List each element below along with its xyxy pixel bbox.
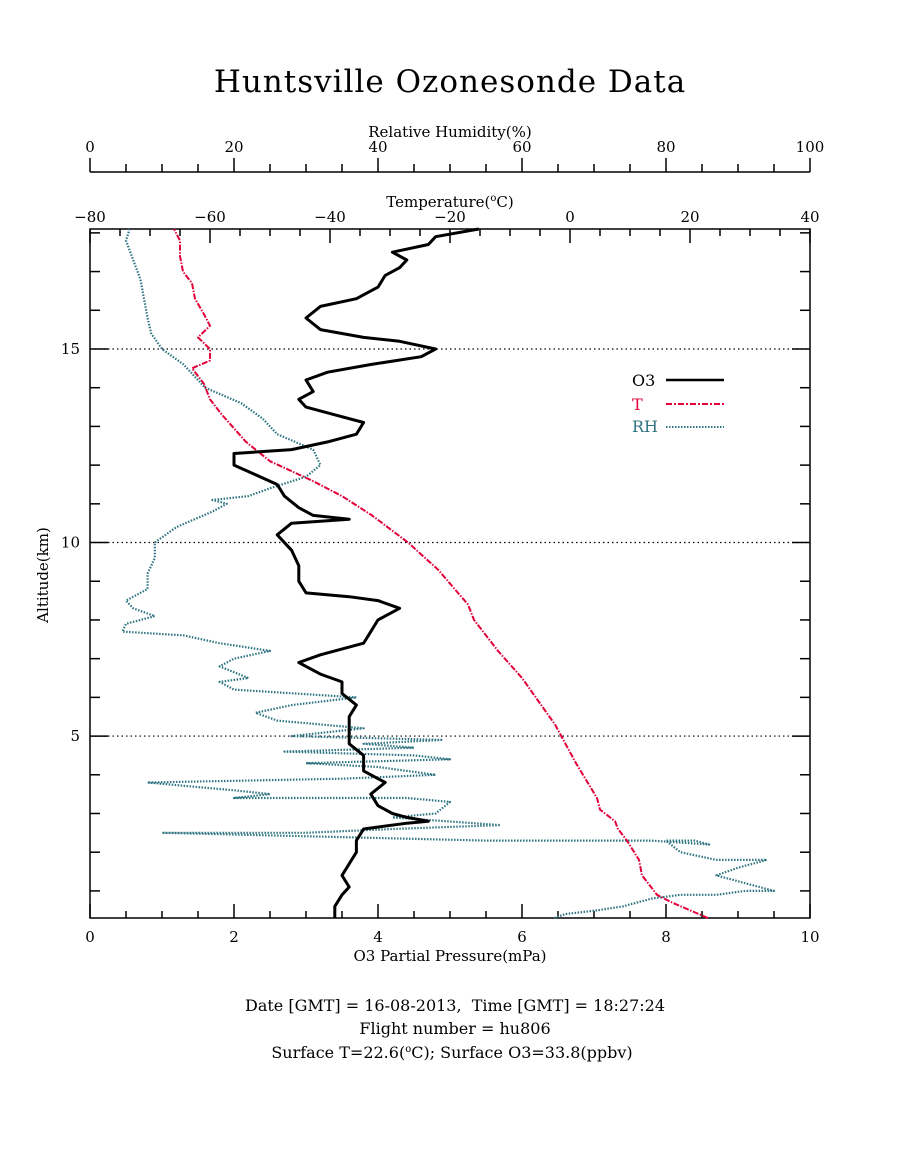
series-line-o3 <box>232 227 480 918</box>
altitude-tick-label: 10 <box>61 534 80 552</box>
rh-axis: Relative Humidity(%) 0 20 40 60 80 100 <box>85 123 825 173</box>
temperature-axis-label: Temperature(oC) <box>386 193 514 211</box>
temperature-axis: Temperature(oC) −80 −60 −40 −20 0 20 40 <box>74 193 820 243</box>
temperature-tick-label: −40 <box>314 208 346 226</box>
flight-number: Flight number = hu806 <box>359 1019 550 1038</box>
o3-tick-label: 6 <box>517 928 527 946</box>
temperature-tick-label: 40 <box>800 208 819 226</box>
legend-label-t: T <box>632 395 643 414</box>
legend: O3 T RH <box>632 371 724 436</box>
plot-frame <box>89 228 811 919</box>
o3-tick-label: 4 <box>373 928 383 946</box>
reference-lines <box>90 348 810 737</box>
temperature-tick-label: −80 <box>74 208 106 226</box>
rh-tick-label: 100 <box>796 138 825 156</box>
rh-tick-label: 80 <box>656 138 675 156</box>
altitude-tick-label: 15 <box>61 340 80 358</box>
temperature-tick-label: −60 <box>194 208 226 226</box>
chart-title: Huntsville Ozonesonde Data <box>214 64 686 100</box>
temperature-tick-label: 20 <box>680 208 699 226</box>
series-line-t <box>173 228 709 919</box>
o3-tick-label: 0 <box>85 928 95 946</box>
series-layer <box>121 227 776 920</box>
surface-values: Surface T=22.6(oC); Surface O3=33.8(ppbv… <box>271 1043 632 1062</box>
temperature-tick-label: 0 <box>565 208 575 226</box>
o3-axis-label: O3 Partial Pressure(mPa) <box>353 947 546 965</box>
legend-label-o3: O3 <box>632 371 655 390</box>
flight-info: Date [GMT] = 16-08-2013, Time [GMT] = 18… <box>245 996 665 1062</box>
rh-tick-label: 20 <box>224 138 243 156</box>
rh-tick-label: 60 <box>512 138 531 156</box>
flight-date-time: Date [GMT] = 16-08-2013, Time [GMT] = 18… <box>245 996 665 1015</box>
series-line-rh <box>121 228 776 920</box>
altitude-ticks: 5 10 15 <box>61 232 810 892</box>
legend-label-rh: RH <box>632 417 658 436</box>
o3-tick-label: 10 <box>800 928 819 946</box>
temperature-tick-label: −20 <box>434 208 466 226</box>
rh-tick-label: 40 <box>368 138 387 156</box>
o3-axis-ticks: 0 2 4 6 8 10 <box>85 904 820 946</box>
o3-tick-label: 2 <box>229 928 239 946</box>
altitude-axis-label: Altitude(km) <box>34 527 52 624</box>
altitude-tick-label: 5 <box>70 727 80 745</box>
o3-tick-label: 8 <box>661 928 671 946</box>
rh-tick-label: 0 <box>85 138 95 156</box>
rh-axis-label: Relative Humidity(%) <box>368 123 531 141</box>
